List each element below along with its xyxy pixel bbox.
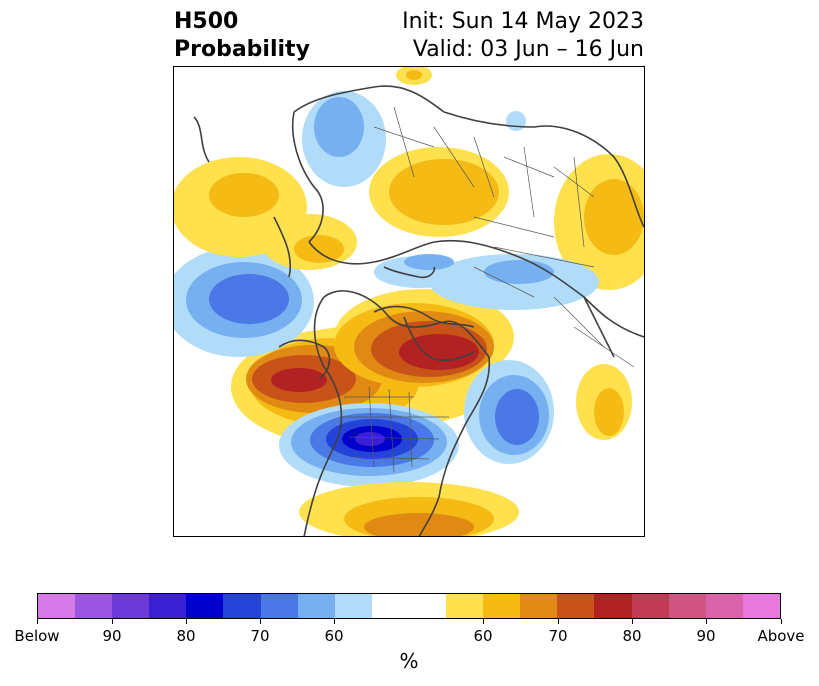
colorbar-tick-mark (706, 619, 707, 624)
below-anomaly-western-russia (374, 254, 599, 310)
colorbar-tick-mark (781, 619, 782, 624)
colorbar-tick-mark (112, 619, 113, 624)
above-anomaly-arctic-core (406, 70, 422, 80)
colorbar-segment (668, 594, 706, 618)
colorbar-segment (186, 594, 224, 618)
init-date: Init: Sun 14 May 2023 (402, 9, 644, 34)
below-anomaly-small (506, 111, 526, 131)
colorbar-tick-label: 90 (696, 627, 716, 645)
above-anomaly-east-asia (369, 147, 509, 237)
colorbar-segment (520, 594, 558, 618)
colorbar-tick-mark (632, 619, 633, 624)
colorbar-tick-label: 80 (622, 627, 642, 645)
colorbar-tick-mark (558, 619, 559, 624)
colorbar-tick-mark (186, 619, 187, 624)
colorbar-segment (557, 594, 595, 618)
below-anomaly-north-pacific (174, 247, 314, 357)
colorbar-units: % (399, 649, 419, 673)
colorbar-segment (260, 594, 298, 618)
colorbar-segment (38, 594, 76, 618)
colorbar-tick-label: Above (757, 627, 805, 645)
colorbar-segment (371, 594, 447, 618)
title-line-1: H500 (174, 9, 239, 34)
colorbar-tick-label: 80 (176, 627, 196, 645)
colorbar-segment (446, 594, 484, 618)
date-info: Init: Sun 14 May 2023 Valid: 03 Jun – 16… (402, 8, 644, 64)
above-anomaly-eastern-atlantic (576, 364, 632, 440)
colorbar-tick-label: 70 (250, 627, 270, 645)
colorbar-segment (742, 594, 780, 618)
colorbar-segment (334, 594, 372, 618)
above-anomaly-gulf-of-mexico (299, 482, 519, 536)
map-panel (173, 66, 645, 537)
colorbar-segment (631, 594, 669, 618)
above-anomaly-central-asia (554, 154, 644, 290)
borders (339, 106, 635, 473)
colorbar-tick-label: 70 (548, 627, 568, 645)
below-anomaly-northwest-europe (302, 91, 386, 187)
colorbar-tick-label: Below (14, 627, 60, 645)
coastlines (193, 85, 644, 536)
colorbar-tick-mark (334, 619, 335, 624)
colorbar-segment (149, 594, 187, 618)
colorbar-tick-label: 60 (473, 627, 493, 645)
colorbar-tick-label: 90 (102, 627, 122, 645)
colorbar-segment (75, 594, 113, 618)
below-anomaly-central-us (279, 403, 459, 487)
colorbar-segment (483, 594, 521, 618)
below-anomaly-western-atlantic (464, 360, 554, 464)
colorbar-segment (297, 594, 335, 618)
colorbar-segment (594, 594, 632, 618)
colorbar-tick-mark (37, 619, 38, 624)
probability-map (174, 67, 644, 536)
colorbar-segment (112, 594, 150, 618)
colorbar-segment (223, 594, 261, 618)
colorbar-tick-label: 60 (324, 627, 344, 645)
chart-title: H500 Probability (174, 8, 310, 64)
colorbar-tick-mark (260, 619, 261, 624)
colorbar-segment (705, 594, 743, 618)
colorbar-tick-mark (483, 619, 484, 624)
probability-colorbar (37, 593, 781, 619)
title-line-2: Probability (174, 37, 310, 62)
valid-range: Valid: 03 Jun – 16 Jun (412, 37, 644, 62)
